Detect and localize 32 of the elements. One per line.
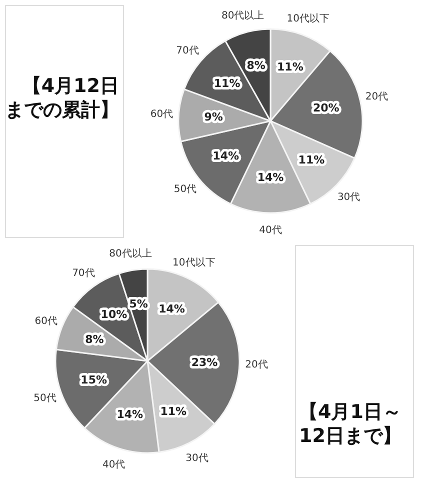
slice-label: 50代 — [174, 184, 197, 195]
data-label: 11% — [298, 154, 325, 167]
slice-label: 40代 — [102, 460, 126, 471]
text: 【4月1日～12日まで】 — [299, 401, 402, 448]
data-label: 23% — [191, 356, 218, 369]
slice-label: 50代 — [34, 392, 56, 404]
slice-label: 70代 — [72, 268, 95, 279]
slice-label: 10代以下 — [286, 12, 330, 25]
slice-label: 30代 — [337, 192, 360, 203]
data-label: 14% — [257, 171, 284, 184]
slice-label: 30代 — [186, 453, 208, 464]
data-label: 11% — [214, 77, 240, 90]
data-label: 9% — [204, 110, 223, 124]
data-label: 20% — [312, 101, 340, 114]
data-label: 10% — [100, 308, 128, 321]
data-label: 11% — [160, 404, 187, 418]
data-label: 14% — [158, 302, 185, 316]
data-label: 14% — [116, 408, 144, 422]
slice-label: 60代 — [150, 109, 174, 120]
slice-label: 70代 — [176, 45, 199, 56]
slice-label: 20代 — [245, 359, 268, 370]
slice-label: 60代 — [34, 316, 58, 327]
slice-label: 40代 — [259, 225, 282, 236]
data-label: 8% — [85, 333, 104, 346]
slice-label: 20代 — [365, 92, 388, 103]
data-label: 8% — [246, 58, 266, 72]
slice-label: 10代以下 — [172, 256, 216, 268]
data-label: 15% — [80, 373, 108, 386]
data-label: 11% — [277, 60, 304, 74]
slice-label: 80代以上 — [109, 247, 152, 260]
slice-label: 80代以上 — [221, 10, 264, 22]
text: 【4月12日までの累計】 — [5, 75, 119, 122]
